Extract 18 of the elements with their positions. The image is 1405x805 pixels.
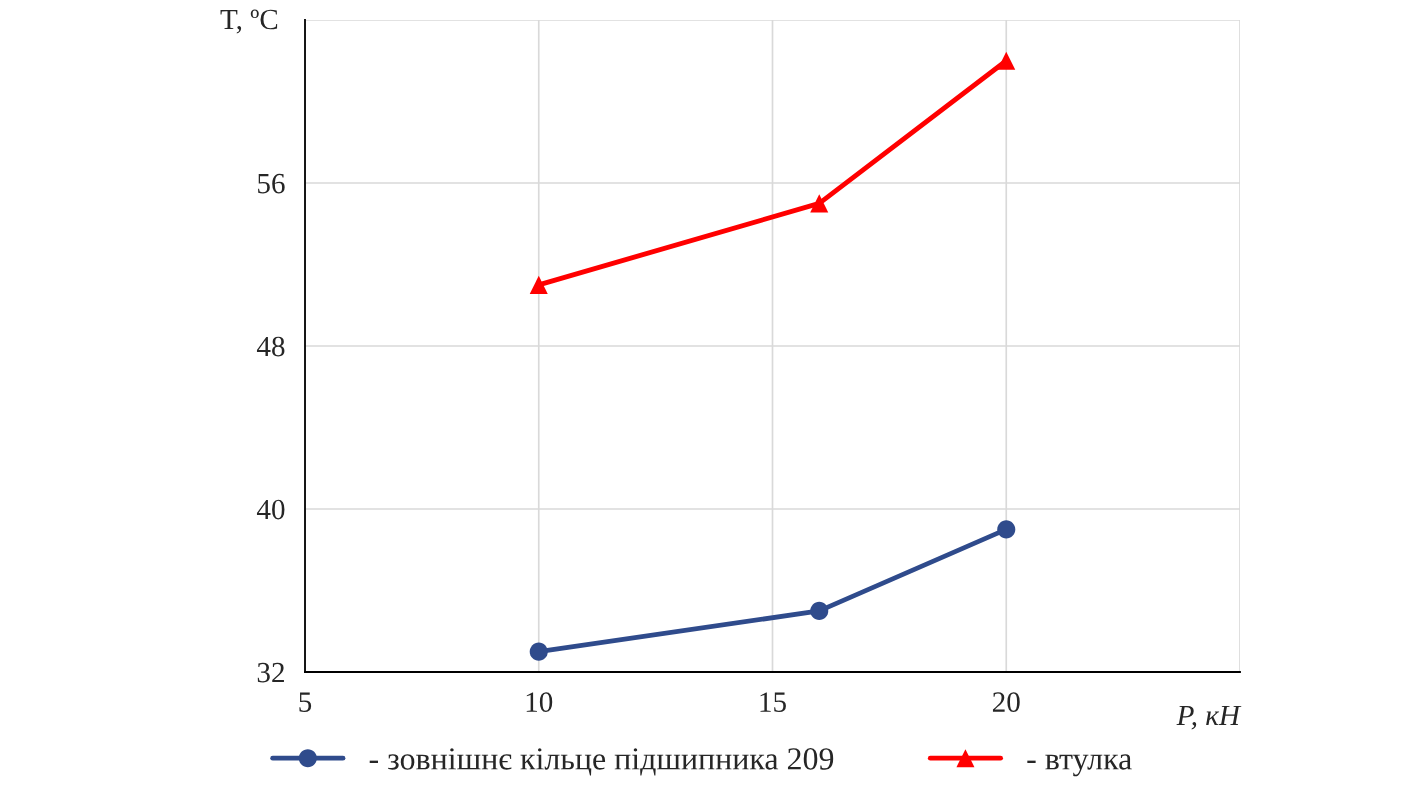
y-tick-label: 48 [256, 336, 285, 357]
x-tick-label: 15 [760, 692, 786, 712]
y-axis-title: T, ºC [220, 9, 278, 34]
y-tick-label: 32 [257, 662, 284, 683]
point [529, 275, 548, 294]
x-axis-title: P, кН [1176, 705, 1242, 730]
legend-label: - втулка [1027, 754, 1132, 777]
point [997, 520, 1016, 539]
point [529, 642, 548, 661]
x-tick-label: 5 [299, 692, 312, 712]
point [810, 601, 829, 620]
y-tick-label: 40 [256, 499, 285, 520]
x-tick-label: 10 [526, 692, 553, 712]
point [997, 51, 1016, 70]
y-tick-label: 56 [258, 173, 285, 194]
legend-label: - зовнішнє кільце підшипника 209 [369, 748, 834, 776]
x-tick-label: 20 [992, 692, 1020, 712]
point [810, 194, 829, 213]
